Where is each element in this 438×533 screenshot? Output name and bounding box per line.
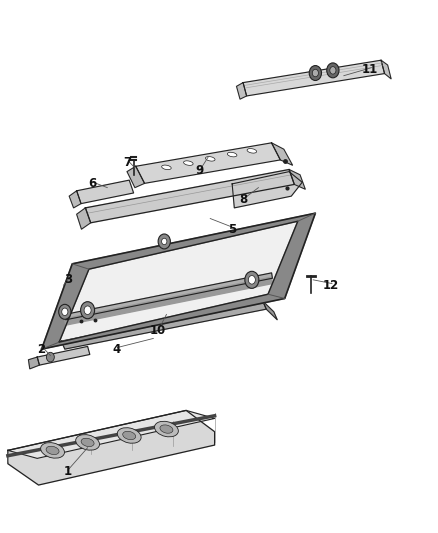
Polygon shape	[42, 294, 285, 349]
Ellipse shape	[81, 438, 94, 447]
Polygon shape	[243, 60, 385, 96]
Circle shape	[312, 69, 318, 77]
Text: 9: 9	[195, 164, 203, 177]
Polygon shape	[127, 166, 145, 188]
Polygon shape	[237, 83, 247, 99]
Circle shape	[59, 304, 71, 319]
Polygon shape	[28, 357, 39, 369]
Polygon shape	[136, 143, 280, 183]
Polygon shape	[65, 273, 272, 320]
Polygon shape	[65, 277, 272, 325]
Polygon shape	[72, 213, 315, 269]
Text: 5: 5	[228, 223, 236, 236]
Polygon shape	[69, 191, 81, 208]
Polygon shape	[272, 143, 293, 165]
Text: 3: 3	[64, 273, 72, 286]
Circle shape	[62, 308, 68, 316]
Polygon shape	[232, 172, 302, 208]
Polygon shape	[8, 410, 215, 485]
Polygon shape	[8, 410, 215, 458]
Circle shape	[81, 302, 95, 319]
Polygon shape	[61, 301, 266, 349]
Circle shape	[162, 238, 167, 245]
Text: 11: 11	[362, 63, 378, 76]
Polygon shape	[77, 180, 134, 204]
Text: 10: 10	[149, 324, 166, 337]
Text: 12: 12	[322, 279, 339, 292]
Circle shape	[84, 306, 91, 314]
Polygon shape	[85, 169, 294, 223]
Text: 1: 1	[64, 465, 72, 478]
Polygon shape	[263, 301, 277, 320]
Ellipse shape	[227, 152, 237, 157]
Text: 8: 8	[239, 193, 247, 206]
Circle shape	[245, 271, 259, 288]
Polygon shape	[77, 208, 91, 229]
Polygon shape	[268, 213, 315, 298]
Circle shape	[330, 67, 336, 74]
Ellipse shape	[160, 425, 173, 433]
Polygon shape	[37, 346, 90, 365]
Text: 4: 4	[112, 343, 120, 356]
Polygon shape	[42, 264, 89, 349]
Ellipse shape	[123, 431, 136, 440]
Ellipse shape	[184, 161, 193, 165]
Ellipse shape	[247, 149, 257, 153]
Text: 7: 7	[123, 156, 131, 169]
Circle shape	[248, 276, 255, 284]
Polygon shape	[381, 60, 391, 79]
Text: 6: 6	[88, 177, 96, 190]
Circle shape	[309, 66, 321, 80]
Ellipse shape	[117, 427, 141, 443]
Ellipse shape	[41, 442, 64, 458]
Text: 2: 2	[38, 343, 46, 356]
Polygon shape	[59, 221, 298, 342]
Ellipse shape	[155, 421, 178, 437]
Ellipse shape	[46, 446, 59, 455]
Circle shape	[327, 63, 339, 78]
Polygon shape	[289, 169, 305, 189]
Ellipse shape	[162, 165, 171, 169]
Circle shape	[46, 352, 54, 362]
Ellipse shape	[205, 157, 215, 161]
Ellipse shape	[76, 434, 99, 450]
Circle shape	[158, 234, 170, 249]
